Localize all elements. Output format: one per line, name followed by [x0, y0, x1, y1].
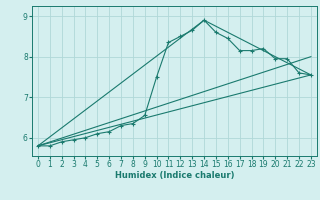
- X-axis label: Humidex (Indice chaleur): Humidex (Indice chaleur): [115, 171, 234, 180]
